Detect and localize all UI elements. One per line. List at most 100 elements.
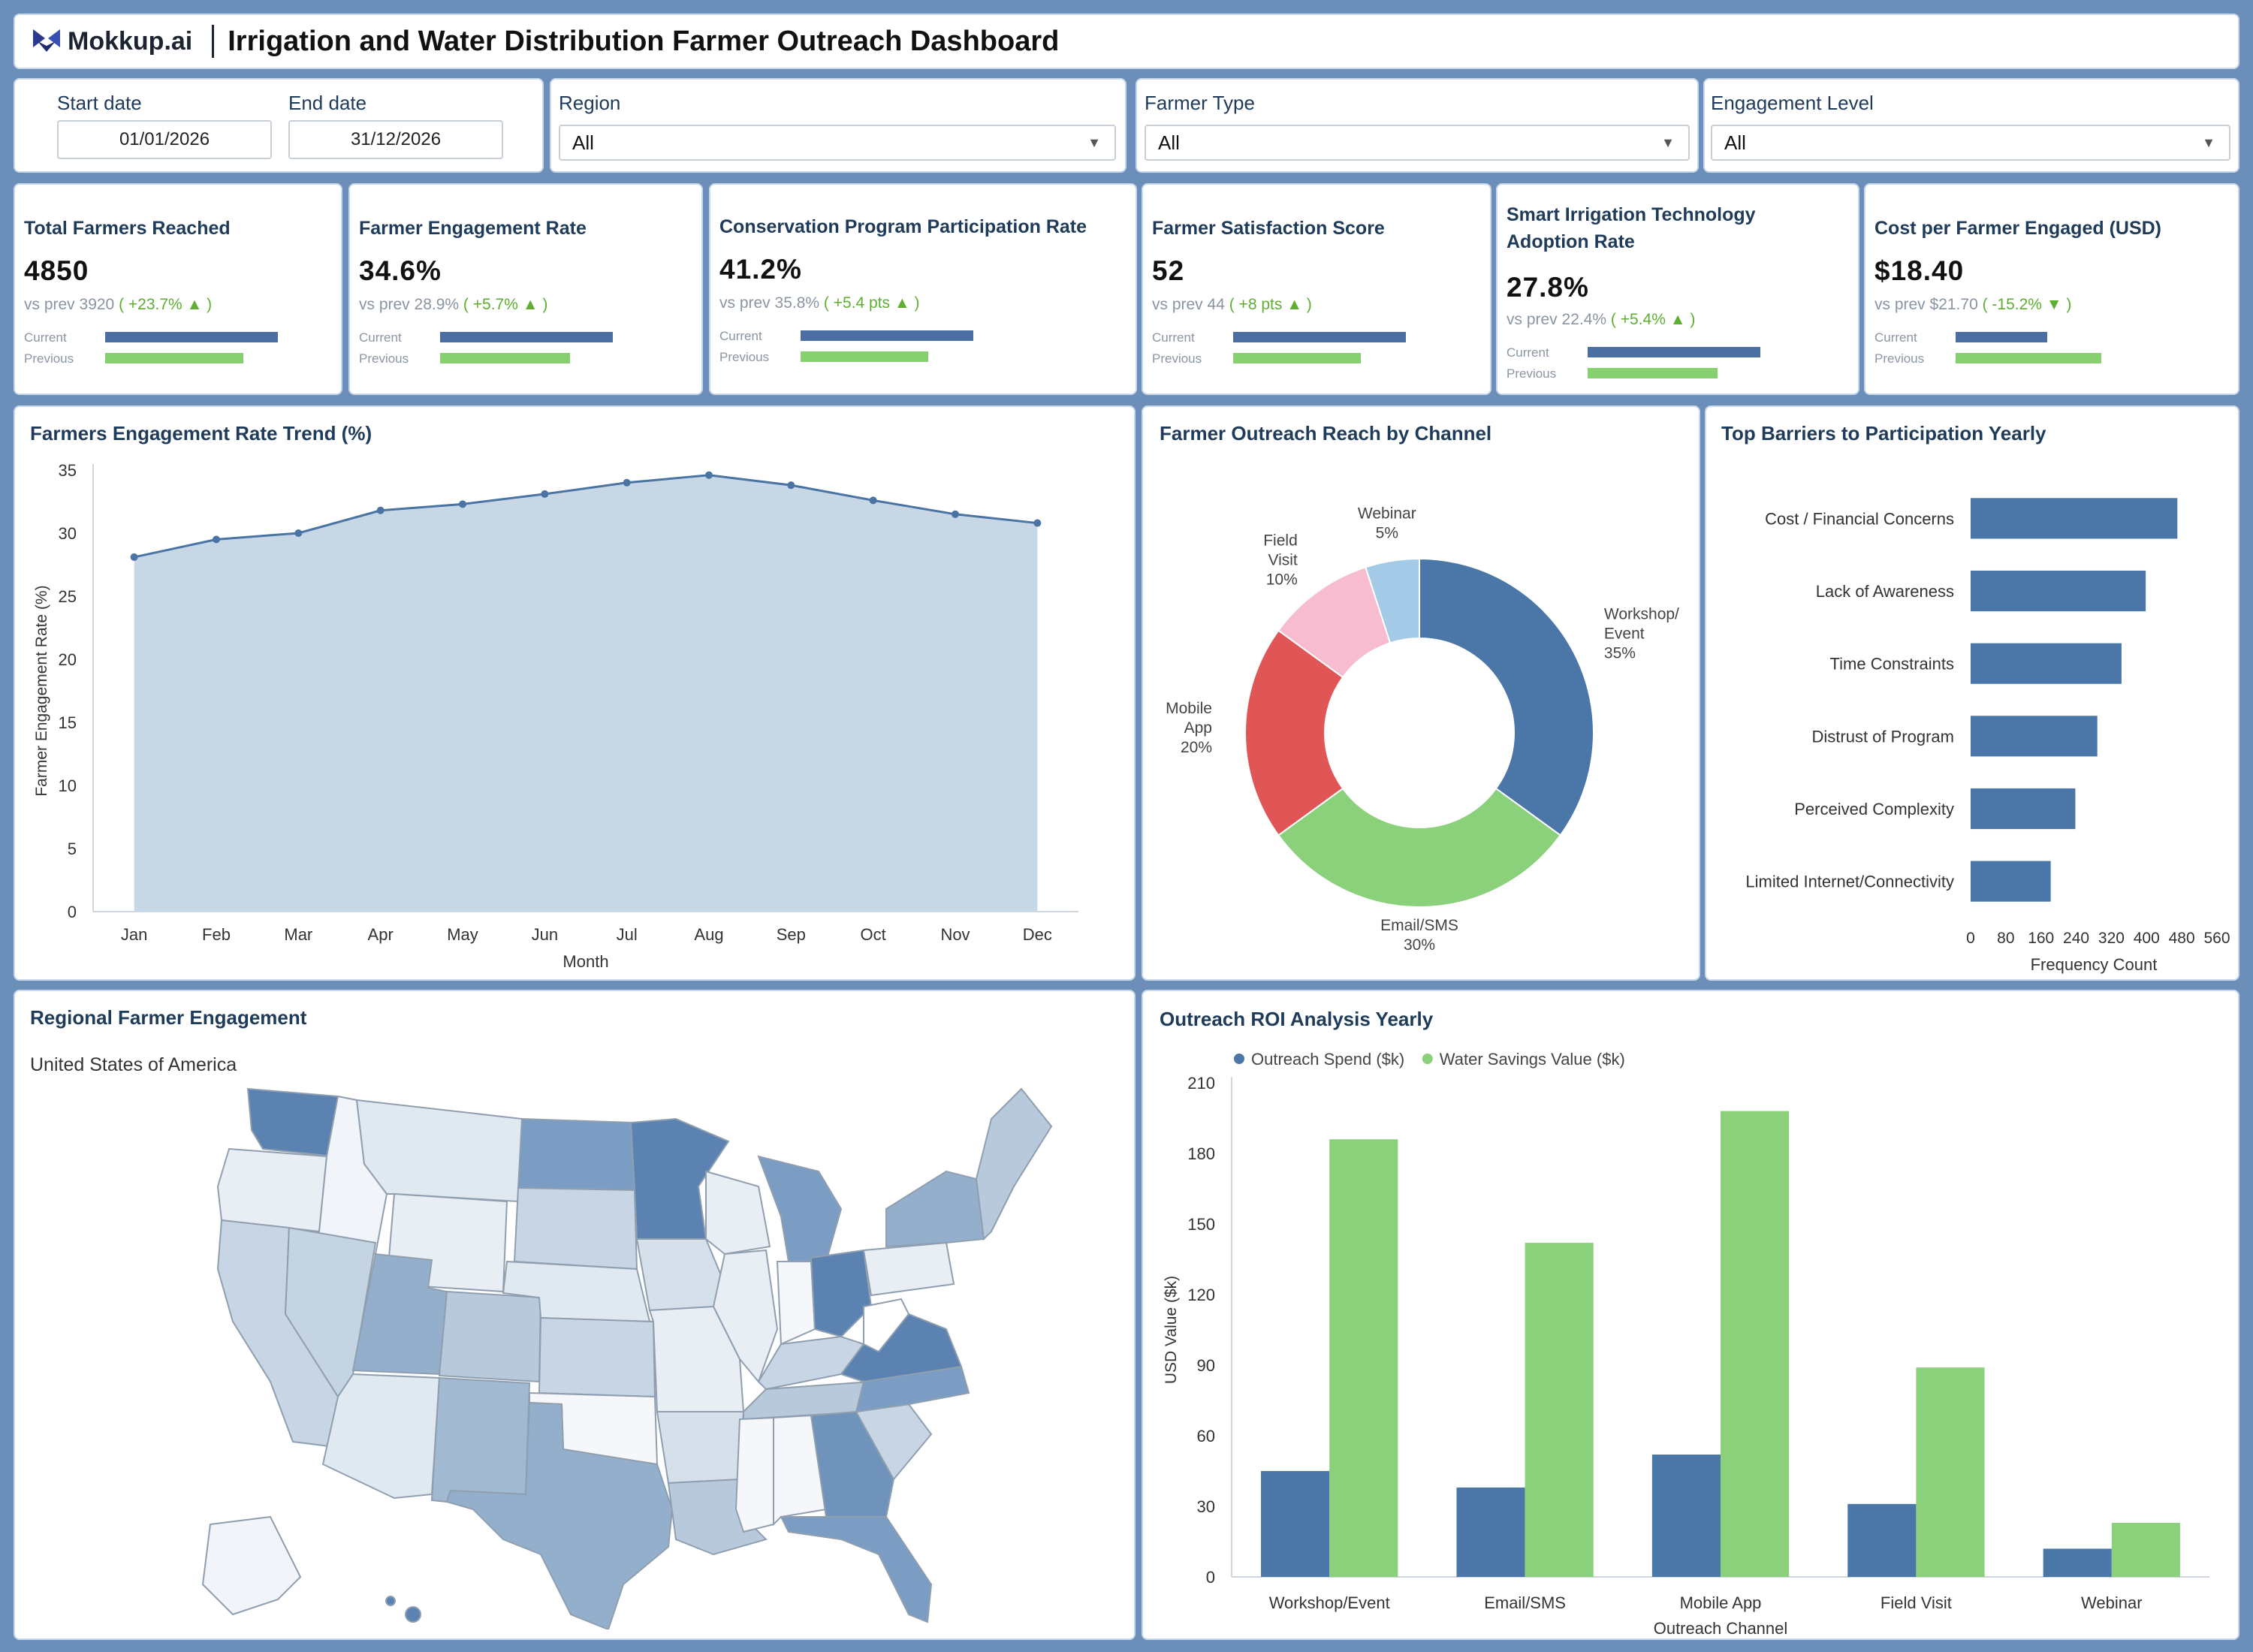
x-axis-title: Outreach Channel <box>1654 1619 1788 1638</box>
trend-area <box>134 475 1038 912</box>
engagement-trend-panel: Farmers Engagement Rate Trend (%) 0 5 10 15… <box>14 405 1136 981</box>
map-state-new-england <box>975 1087 1053 1241</box>
engagement-select[interactable]: All ▼ <box>1711 125 2230 161</box>
slice-label: Workshop/ <box>1604 606 1679 623</box>
kpi-current-bar <box>1588 347 1760 357</box>
y-tick-label: 10 <box>59 776 77 795</box>
slice-percent: 5% <box>1376 524 1398 541</box>
kpi-prev-value: vs prev 22.4% <box>1507 311 1607 328</box>
trend-point <box>213 535 220 544</box>
slice-label: Mobile <box>1166 700 1212 717</box>
map-state-michigan <box>757 1155 843 1262</box>
barrier-bar <box>1971 570 2146 612</box>
kpi-title: Smart Irrigation Technology Adoption Rat… <box>1507 204 1756 252</box>
chevron-down-icon: ▼ <box>1661 135 1675 150</box>
map-state-pennsylvania <box>862 1241 955 1297</box>
y-tick-label: 35 <box>59 461 77 480</box>
end-date-input[interactable]: 31/12/2026 <box>288 120 503 159</box>
previous-label: Previous <box>359 351 409 366</box>
kpi-previous-bar <box>105 353 243 363</box>
donut-slice <box>1419 557 1594 837</box>
trend-point <box>869 496 877 505</box>
previous-label: Previous <box>24 351 74 366</box>
x-tick-label: 80 <box>1997 930 2014 947</box>
map-state-alabama <box>773 1414 828 1527</box>
farmer-type-select[interactable]: All ▼ <box>1145 125 1690 161</box>
roi-panel: Outreach ROI Analysis Yearly 0 30 60 90 120 1… <box>1142 990 2239 1640</box>
current-label: Current <box>24 330 67 345</box>
start-date-label: Start date <box>57 92 142 114</box>
kpi-previous: vs prev 28.9% ( +5.7% ▲ ) <box>359 296 547 314</box>
us-map[interactable] <box>188 1059 1089 1629</box>
x-tick-label: 160 <box>2028 930 2054 947</box>
start-date-input[interactable]: 01/01/2026 <box>57 120 272 159</box>
trend-point <box>294 529 303 537</box>
map-state-oregon <box>216 1147 328 1233</box>
y-tick-label: 25 <box>59 587 77 606</box>
x-tick-label: 560 <box>2203 930 2230 947</box>
kpi-value: 4850 <box>24 255 89 286</box>
y-tick-label: 15 <box>59 713 77 732</box>
kpi-value: 27.8% <box>1507 272 1589 303</box>
slice-label: Event <box>1604 626 1645 643</box>
kpi-card-smart-irrigation: Smart Irrigation Technology Adoption Rat… <box>1496 183 1859 395</box>
roi-title: Outreach ROI Analysis Yearly <box>1160 1008 1434 1030</box>
map-state-hawaii <box>405 1606 421 1623</box>
map-subtitle: United States of America <box>30 1054 237 1075</box>
map-state-kentucky <box>757 1335 865 1391</box>
engagement-select-value: All <box>1724 131 1746 154</box>
map-state-montana <box>355 1099 523 1203</box>
kpi-change: ( +23.7% ▲ ) <box>119 296 213 313</box>
kpi-value: 41.2% <box>719 254 802 285</box>
map-state-kansas <box>538 1316 656 1398</box>
y-tick-label: 30 <box>1197 1497 1215 1516</box>
x-tick-label: 400 <box>2134 930 2160 947</box>
kpi-prev-value: vs prev $21.70 <box>1874 296 1978 313</box>
previous-label: Previous <box>1152 351 1202 366</box>
barriers-bar-chart: Cost / Financial Concerns Lack of Awarene… <box>1745 498 2230 974</box>
engagement-label: Engagement Level <box>1711 92 1874 114</box>
region-select-value: All <box>572 131 594 154</box>
trend-point <box>459 500 466 508</box>
engagement-filter-card: Engagement Level All ▼ <box>1703 78 2239 173</box>
slice-label: Webinar <box>1358 505 1416 522</box>
kpi-prev-value: vs prev 44 <box>1152 296 1225 313</box>
barrier-label: Distrust of Program <box>1812 727 1955 746</box>
x-tick-label: Dec <box>1023 925 1052 944</box>
x-tick-label: Aug <box>694 925 723 944</box>
kpi-card-cost-per-farmer: Cost per Farmer Engaged (USD) $18.40 vs … <box>1864 183 2239 395</box>
logo[interactable]: Mokkup.ai <box>32 27 192 56</box>
chevron-down-icon: ▼ <box>1087 135 1101 150</box>
kpi-previous: vs prev 44 ( +8 pts ▲ ) <box>1152 296 1312 314</box>
header-divider <box>212 25 215 58</box>
mokkup-logo-icon <box>33 29 60 52</box>
trend-line <box>134 474 1038 559</box>
slice-label: Visit <box>1268 552 1297 569</box>
page-title: Irrigation and Water Distribution Farmer… <box>228 25 1060 57</box>
trend-point <box>952 510 959 518</box>
map-state-alaska <box>201 1515 302 1616</box>
x-tick-label: Apr <box>368 925 394 944</box>
x-tick-label: Oct <box>861 925 886 944</box>
map-state-ohio <box>810 1249 873 1338</box>
map-state-wisconsin <box>705 1170 771 1256</box>
barriers-panel: Top Barriers to Participation Yearly Cos… <box>1705 405 2239 981</box>
kpi-change: ( +5.7% ▲ ) <box>463 296 548 313</box>
kpi-current-bar <box>105 332 278 342</box>
kpi-value: 34.6% <box>359 255 442 286</box>
trend-chart: 0 5 10 15 20 25 30 35 Jan Feb Mar Apr May Jun Jul Aug Se… <box>33 461 1078 971</box>
region-select[interactable]: All ▼ <box>559 125 1116 161</box>
map-state-hawaii-island <box>385 1596 396 1606</box>
y-tick-label: 5 <box>68 840 77 858</box>
x-tick-label: Sep <box>777 925 806 944</box>
x-tick-label: 240 <box>2063 930 2089 947</box>
kpi-previous-bar <box>440 353 570 363</box>
map-state-iowa <box>635 1238 726 1312</box>
map-state-arizona <box>321 1373 441 1500</box>
current-label: Current <box>1874 330 1917 345</box>
y-tick-label: 90 <box>1197 1356 1215 1375</box>
kpi-previous-bar <box>1588 368 1718 378</box>
kpi-current-bar <box>801 330 973 341</box>
y-tick-label: 120 <box>1187 1286 1215 1304</box>
current-label: Current <box>1152 330 1195 345</box>
